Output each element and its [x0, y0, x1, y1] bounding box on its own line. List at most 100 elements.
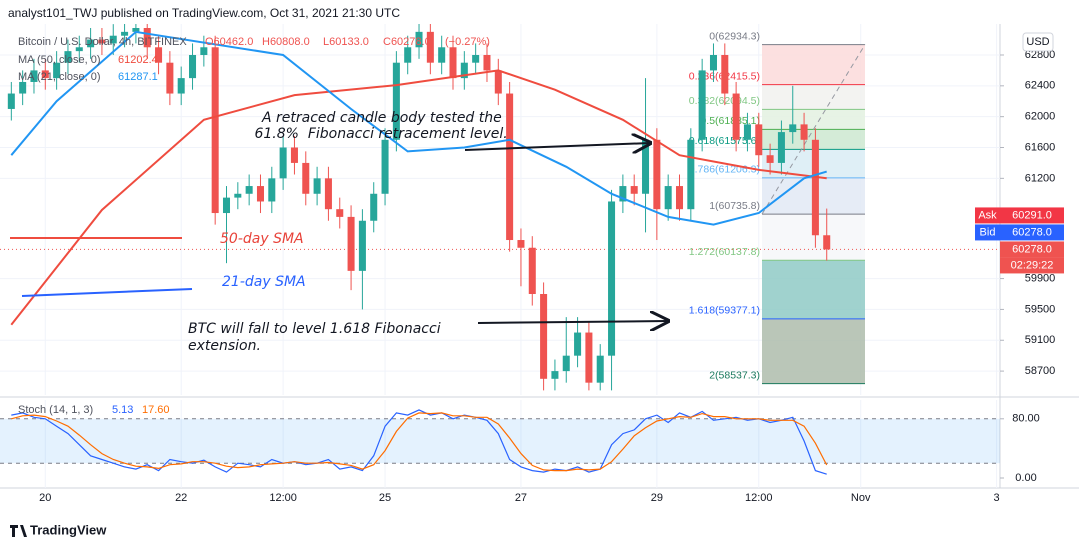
fib-label: 0.5(61835.1) — [700, 115, 760, 127]
fib-label: 0(62934.3) — [709, 30, 760, 42]
price-box-tag — [975, 207, 1000, 224]
arrow — [464, 143, 650, 150]
candle-body — [426, 31, 434, 63]
y-tick-label: 61600 — [1025, 141, 1056, 153]
candle-body — [551, 371, 559, 379]
candle-body — [98, 39, 106, 44]
candle-body — [438, 47, 446, 63]
candle-body — [19, 81, 27, 94]
ohlc: H60808.0 — [262, 36, 310, 48]
candle-body — [642, 139, 650, 194]
candle-body — [732, 93, 740, 140]
candle-body — [494, 70, 502, 94]
fib-label: 0.618(61575.6) — [689, 135, 760, 147]
candle-body — [234, 193, 242, 198]
candle-body — [630, 186, 638, 194]
ohlc: C60278.0 — [383, 36, 431, 48]
moving-averages — [10, 30, 827, 326]
price-box — [1000, 224, 1064, 241]
overlay: A retraced candle body tested the 61.8% … — [10, 110, 668, 354]
fib-label: 2(58537.3) — [709, 369, 760, 381]
x-tick-label: 25 — [379, 492, 391, 504]
candle-body — [290, 147, 298, 163]
candle-body — [121, 31, 129, 36]
legend-entry: MA (50, close, 0) — [18, 54, 101, 66]
price-box-tag-label: Bid — [980, 226, 996, 238]
candle-body — [449, 47, 457, 79]
countdown-box — [1000, 257, 1064, 274]
candle-body — [811, 139, 819, 236]
x-tick-label: 29 — [651, 492, 663, 504]
arrow — [477, 321, 668, 323]
candle-body — [675, 186, 684, 210]
candle-body — [506, 93, 514, 241]
currency: USD — [1026, 36, 1049, 48]
candle-body — [562, 355, 570, 372]
candle-body — [279, 147, 287, 179]
ohlc: O60462.0 — [205, 36, 253, 48]
candle-body — [256, 186, 264, 202]
candle-body — [789, 124, 797, 133]
candle-body — [709, 54, 717, 71]
x-tick-label: 27 — [515, 492, 527, 504]
candle-body — [743, 124, 751, 140]
candle-body — [324, 178, 332, 210]
candle-body — [664, 186, 672, 210]
price-box-value: 60278.0 — [1012, 243, 1052, 255]
annotation: 50-day SMA — [220, 231, 304, 247]
ma-line — [10, 69, 827, 326]
fib-label: 1(60735.8) — [709, 200, 760, 212]
ohlc: L60133.0 — [323, 36, 369, 48]
annotation: 21-day SMA — [222, 274, 306, 290]
price-box-tag-label: Ask — [978, 209, 997, 221]
candle-body — [30, 70, 38, 82]
y-tick-label: 61200 — [1025, 172, 1056, 184]
y-tick-label: 62400 — [1025, 80, 1056, 92]
candle-body — [87, 39, 95, 48]
fib-band — [762, 318, 865, 384]
legend-entry: MA (21, close, 0) — [18, 71, 101, 83]
x-tick-label: 12:00 — [269, 492, 297, 504]
candle-body — [109, 35, 117, 44]
candle-body — [268, 178, 276, 202]
annotation: A retraced candle body tested the — [261, 110, 502, 126]
candle-body — [222, 197, 231, 214]
candle-body — [755, 124, 763, 156]
fib-band — [762, 44, 865, 85]
candle-body — [302, 162, 310, 194]
footer: TradingView — [30, 522, 107, 537]
candle-body — [540, 293, 548, 379]
candle-body — [177, 78, 185, 94]
y-tick-label: 0.00 — [1015, 472, 1036, 484]
candle-body — [132, 28, 140, 32]
candle-body — [166, 62, 174, 94]
stochastic — [0, 409, 1000, 475]
candle-body — [75, 47, 83, 52]
candle-body — [7, 93, 15, 109]
y-tick-label: 59100 — [1025, 334, 1056, 346]
price-box-value: 60278.0 — [1012, 226, 1052, 238]
y-tick-label: 59500 — [1025, 303, 1056, 315]
fib-band — [762, 260, 865, 319]
x-tick-label: 12:00 — [745, 492, 773, 504]
candle-body — [370, 193, 378, 221]
x-tick-label: 22 — [175, 492, 187, 504]
ma-line — [10, 30, 827, 226]
candle-body — [687, 139, 695, 210]
y-tick-label: 58700 — [1025, 365, 1056, 377]
annotation: BTC will fall to level 1.618 Fibonacci — [188, 321, 441, 337]
candle-body — [64, 51, 72, 63]
candle-body — [415, 31, 423, 48]
annotation-line — [21, 288, 193, 297]
candle-body — [517, 240, 525, 248]
legend-value: 17.60 — [142, 404, 170, 416]
fib-band — [762, 84, 865, 110]
fib-trend — [761, 44, 866, 215]
header: analyst101_TWJ published on TradingView.… — [8, 6, 400, 20]
candle-body — [483, 54, 491, 71]
currency-box — [1022, 32, 1054, 52]
stoch-line — [11, 412, 828, 472]
candle-body — [347, 216, 355, 271]
x-tick-label: 20 — [39, 492, 51, 504]
